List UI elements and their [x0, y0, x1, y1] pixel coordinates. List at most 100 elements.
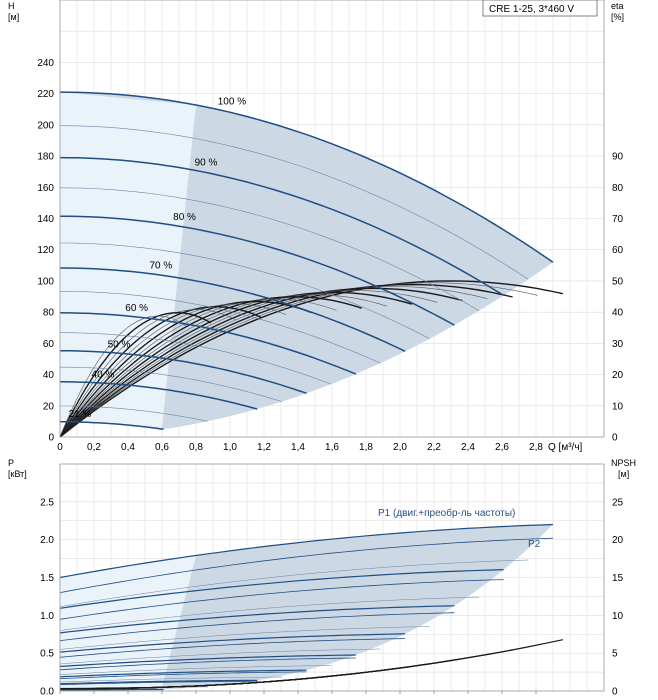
power-curve-intermediate: [59, 559, 529, 607]
power-curve-p2: [59, 680, 258, 686]
lower-y-right-tick-label: 0: [612, 687, 618, 698]
head-curve: [60, 267, 406, 352]
lower-npsh-curves: [60, 639, 564, 690]
upper-y-left-label: H: [8, 1, 15, 11]
upper-x-tick-label: 2,4: [461, 442, 475, 453]
upper-band-lowflow-region: [60, 92, 196, 428]
efficiency-curve: [59, 294, 387, 438]
upper-y-left-tick-label: 160: [37, 183, 54, 194]
upper-y-right-tick-label: 50: [612, 276, 624, 287]
upper-x-tick-label: 1,6: [325, 442, 339, 453]
lower-y-left-tick-label: 2.5: [40, 497, 54, 508]
head-curve-label: 100 %: [218, 97, 246, 108]
head-curve-intermediate: [60, 366, 282, 402]
lower-y-left-label: P: [8, 458, 14, 468]
lower-y-left-tick-label: 1.5: [40, 573, 54, 584]
upper-x-tick-label: 0,2: [87, 442, 101, 453]
lower-power-curves: [59, 523, 554, 691]
head-curve: [60, 381, 258, 410]
power-curve-intermediate: [59, 626, 430, 650]
upper-x-tick-label: 1,8: [359, 442, 373, 453]
head-curve: [59, 156, 505, 297]
upper-y-left-tick-label: 40: [43, 370, 55, 381]
upper-plot-frame: [59, 0, 605, 438]
upper-x-tick-label: 2,2: [427, 442, 441, 453]
upper-y-left-tick-label: 220: [37, 89, 54, 100]
upper-x-tick-label: 0,6: [155, 442, 169, 453]
lower-y-left-unit: [кВт]: [8, 469, 27, 479]
upper-x-tick-label: 0,8: [189, 442, 203, 453]
power-curve-p2: [59, 638, 406, 658]
power-curve-p1: [59, 654, 356, 668]
chart-title-box: [482, 0, 598, 17]
upper-y-right-tick-label: 30: [612, 339, 624, 350]
upper-x-axis-label: Q [м³/ч]: [548, 442, 583, 453]
lower-y-left-tick-label: 0.5: [40, 649, 54, 660]
upper-operating-band: [60, 92, 553, 430]
power-curve-p1: [59, 669, 307, 678]
efficiency-curve: [59, 291, 413, 438]
upper-x-tick-label: 0,4: [121, 442, 135, 453]
upper-y-right-label: eta: [611, 1, 624, 11]
upper-head-curves: 100 % 90 % 80 % 70 % 60 % 50 % 40 % 21 %: [59, 91, 554, 431]
upper-x-tick-label: 0: [57, 442, 63, 453]
head-curve: [60, 421, 164, 431]
upper-y-left-tick-label: 80: [43, 308, 55, 319]
upper-panel: 100 % 90 % 80 % 70 % 60 % 50 % 40 % 21 % 0 0,2 0,…: [8, 0, 624, 453]
upper-y-left-tick-label: 20: [43, 401, 55, 412]
legend-p2: P2: [528, 539, 541, 550]
upper-x-tick-label: 1,4: [291, 442, 305, 453]
upper-y-left-unit: [м]: [8, 12, 19, 22]
power-curve-p1: [59, 679, 258, 685]
lower-panel: 0.0 0.5 1.0 1.5 2.0 2.5 0 5 10 15 20 25 P [кВт] NPS…: [8, 458, 636, 698]
efficiency-curve: [59, 305, 262, 438]
power-curve-p2: [59, 612, 455, 641]
efficiency-curve: [59, 300, 312, 438]
upper-y-right-tick-label: 80: [612, 183, 624, 194]
upper-y-right-unit: [%]: [611, 12, 624, 22]
power-curve-p2: [59, 671, 307, 680]
head-curve: [59, 91, 554, 263]
head-curve: [60, 215, 455, 326]
upper-y-right-tick-label: 40: [612, 308, 624, 319]
upper-x-tick-label: 1,0: [223, 442, 237, 453]
lower-y-right-tick-label: 10: [612, 611, 624, 622]
head-curve-label: 50 %: [108, 339, 131, 350]
power-curve-p2: [59, 657, 356, 671]
power-curve-p2: [59, 579, 504, 620]
chart-title: CRE 1-25, 3*460 V: [489, 4, 574, 15]
head-curve-label: 40 %: [92, 370, 115, 381]
head-curve-intermediate: [60, 332, 332, 385]
head-curve-intermediate: [60, 405, 208, 422]
npsh-curve: [60, 686, 186, 689]
power-curve-p2: [60, 689, 164, 691]
upper-y-right-tick-label: 60: [612, 245, 624, 256]
lower-y-left-tick-label: 2.0: [40, 535, 54, 546]
efficiency-curve: [59, 303, 287, 438]
lower-y-right-tick-label: 20: [612, 535, 624, 546]
upper-x-tick-label: 2,8: [529, 442, 543, 453]
head-curve-intermediate: [60, 242, 430, 339]
head-curve-label: 70 %: [149, 261, 172, 272]
head-curve: [59, 312, 357, 375]
efficiency-curve: [59, 311, 212, 438]
upper-y-left-tick-label: 60: [43, 339, 55, 350]
power-curve-intermediate: [59, 665, 332, 675]
upper-y-left-tick-label: 120: [37, 245, 54, 256]
power-curve-p2: [59, 537, 554, 593]
power-curve-intermediate: [59, 648, 381, 665]
upper-y-left-tick-label: 100: [37, 276, 54, 287]
head-curve-label: 80 %: [173, 212, 196, 223]
power-curve-p1: [59, 569, 504, 609]
upper-y-right-tick-label: 90: [612, 152, 624, 163]
power-curve-p1: [59, 523, 554, 579]
power-curve-intermediate: [59, 596, 480, 631]
efficiency-curve: [59, 282, 538, 438]
upper-y-right-tick-label: 10: [612, 401, 624, 412]
upper-x-tick-label: 2,0: [393, 442, 407, 453]
efficiency-curve: [59, 309, 237, 438]
efficiency-curve: [59, 315, 186, 438]
lower-y-right-tick-label: 25: [612, 497, 624, 508]
lower-y-right-tick-label: 5: [612, 649, 618, 660]
